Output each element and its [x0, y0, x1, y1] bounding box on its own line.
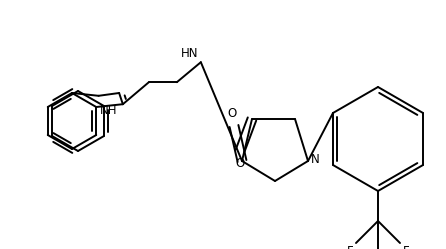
Text: HN: HN: [182, 47, 199, 60]
Text: O: O: [227, 107, 237, 120]
Text: O: O: [235, 157, 244, 170]
Text: NH: NH: [99, 104, 117, 117]
Text: F: F: [347, 245, 353, 249]
Text: N: N: [311, 152, 320, 166]
Text: F: F: [403, 245, 409, 249]
